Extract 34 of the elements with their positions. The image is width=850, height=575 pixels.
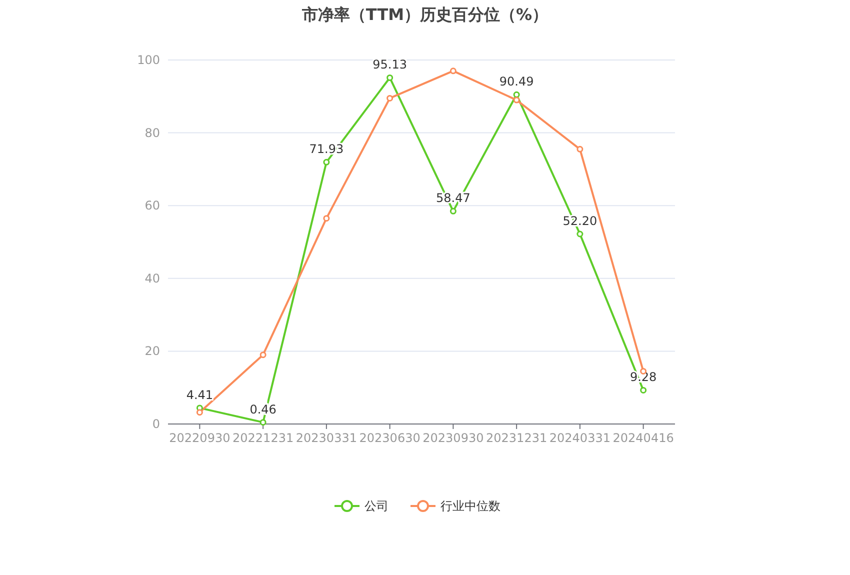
- point: [260, 419, 266, 426]
- y-tick-label: 40: [144, 271, 160, 286]
- point: [386, 74, 394, 81]
- point: [386, 94, 394, 102]
- x-tick-label: 20240331: [549, 431, 610, 445]
- point: [513, 91, 520, 98]
- point: [513, 96, 520, 104]
- point: [323, 215, 330, 222]
- y-tick-label: 0: [152, 417, 160, 431]
- x-tick-label: 20230930: [422, 431, 484, 445]
- point: [450, 208, 456, 214]
- point: [260, 352, 266, 358]
- x-tick-label: 20220930: [169, 431, 230, 445]
- data-label: 95.13: [372, 58, 407, 72]
- point: [450, 68, 456, 74]
- y-tick-label: 60: [144, 198, 160, 213]
- legend-label: 公司: [364, 499, 388, 513]
- legend-label: 行业中位数: [440, 499, 500, 513]
- x-tick-label: 20231231: [486, 431, 548, 445]
- point: [196, 409, 203, 416]
- point: [640, 386, 647, 394]
- data-label: 4.41: [186, 388, 214, 402]
- x-tick-label: 20230331: [296, 431, 357, 445]
- chart-title: 市净率（TTM）历史百分位（%）: [300, 5, 548, 24]
- y-tick-label: 80: [144, 126, 160, 140]
- y-tick-label: 100: [137, 53, 160, 67]
- x-tick-label: 20230630: [359, 431, 420, 445]
- point: [576, 146, 584, 152]
- point: [323, 158, 330, 166]
- data-label: 90.49: [499, 74, 534, 89]
- x-tick-label: 20240416: [612, 431, 674, 445]
- x-tick-label: 20221231: [232, 431, 294, 445]
- point: [576, 230, 584, 238]
- y-tick-label: 20: [144, 344, 160, 358]
